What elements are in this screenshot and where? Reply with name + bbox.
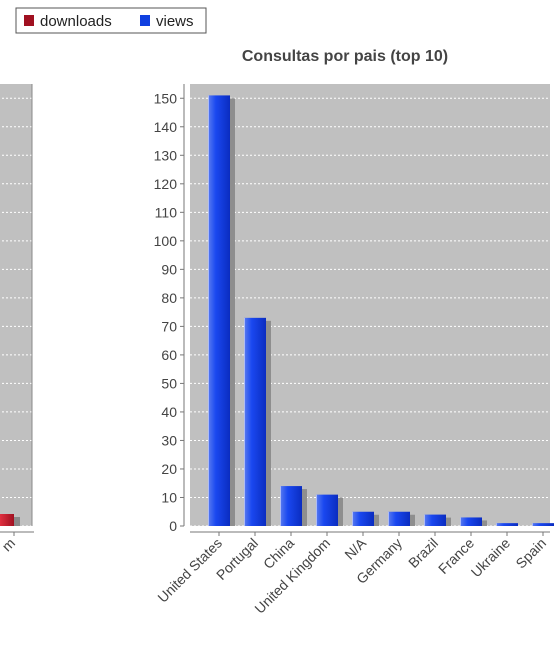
legend-label-downloads: downloads — [40, 13, 112, 30]
y-tick-label: 90 — [161, 261, 177, 277]
left-x-tick-label-fragment: m — [0, 535, 18, 555]
main-chart: Consultas por pais (top 10) 0 10 20 30 40 50 6… — [154, 48, 554, 617]
bar-united-kingdom — [316, 494, 338, 526]
y-tick-label: 80 — [161, 290, 177, 306]
y-tick-label: 110 — [155, 204, 178, 220]
legend-swatch-views — [140, 15, 150, 26]
y-tick-label: 140 — [154, 119, 178, 135]
y-tick-label: 60 — [161, 347, 177, 363]
bar-n-a — [352, 511, 374, 526]
y-tick-label: 0 — [169, 518, 177, 534]
x-tick-label: Spain — [512, 535, 549, 572]
y-tick-label: 10 — [161, 489, 177, 505]
bar-france — [460, 517, 482, 526]
left-downloads-bar — [0, 514, 14, 526]
left-plot-area — [0, 84, 32, 526]
y-tick-label: 30 — [161, 432, 177, 448]
legend: downloads views — [15, 7, 207, 34]
y-tick-label: 20 — [161, 461, 177, 477]
bar-china — [280, 486, 302, 526]
y-tick-label: 150 — [154, 90, 178, 106]
y-tick-label: 50 — [161, 375, 177, 391]
y-tick-label: 120 — [154, 176, 178, 192]
x-tick-label: Ukraine — [468, 535, 514, 581]
bar-germany — [388, 511, 410, 526]
x-tick-label: N/A — [341, 534, 369, 562]
y-tick-label: 100 — [154, 233, 178, 249]
bar-brazil — [424, 514, 446, 526]
y-tick-label: 40 — [161, 404, 177, 420]
bar-united-states — [208, 95, 230, 527]
legend-label-views: views — [156, 13, 194, 30]
legend-frame — [15, 7, 207, 34]
y-axis-ticks: 0 10 20 30 40 50 60 70 80 90 100 110 120 130 140 150 — [154, 90, 184, 534]
legend-swatch-downloads — [24, 15, 34, 26]
bar-ukraine — [496, 523, 518, 526]
bars — [208, 95, 554, 527]
y-tick-label: 130 — [154, 147, 178, 163]
bar-spain — [532, 523, 554, 526]
bar-portugal — [244, 317, 266, 526]
left-partial-chart: m — [0, 84, 34, 554]
chart-title: Consultas por pais (top 10) — [242, 48, 448, 65]
y-tick-label: 70 — [161, 318, 177, 334]
